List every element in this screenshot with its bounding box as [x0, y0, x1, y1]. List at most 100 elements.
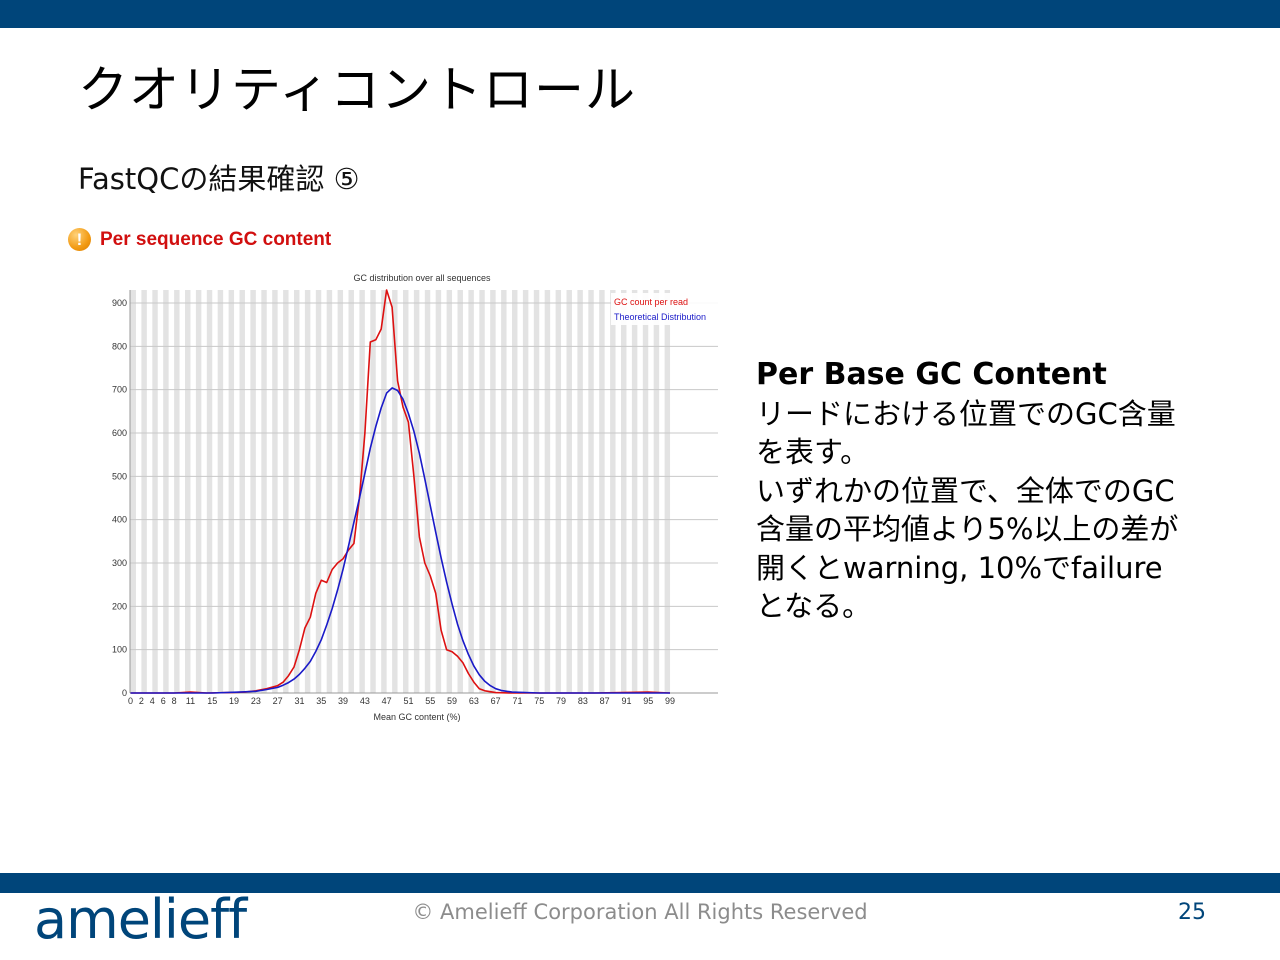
grid-band	[403, 290, 409, 693]
x-tick-label: 47	[382, 696, 392, 706]
description-line: となる。	[756, 589, 872, 623]
grid-band	[348, 290, 354, 693]
series-line-1	[130, 387, 670, 694]
description-line: リードにおける位置でのGC含量	[756, 396, 1176, 431]
x-tick-label: 55	[425, 696, 435, 706]
page-number: 25	[1178, 900, 1206, 925]
y-tick-label: 300	[112, 558, 127, 568]
x-tick-label: 11	[186, 696, 195, 706]
grid-band	[588, 290, 594, 693]
grid-band	[566, 290, 572, 693]
description-line: 開くとwarning, 10%でfailure	[756, 550, 1163, 585]
grid-band	[381, 290, 387, 693]
bottom-accent-bar	[0, 873, 1280, 893]
grid-band	[577, 290, 583, 693]
x-tick-label: 35	[316, 696, 326, 706]
x-tick-label: 91	[621, 696, 631, 706]
grid-band	[283, 290, 289, 693]
y-tick-label: 800	[112, 341, 127, 351]
legend-box	[611, 293, 719, 325]
grid-band	[413, 290, 420, 693]
y-tick-label: 0	[122, 688, 127, 698]
grid-band	[250, 290, 256, 693]
grid-band	[141, 290, 147, 693]
series-line-0	[130, 289, 671, 694]
grid-band	[544, 290, 551, 693]
y-tick-label: 200	[112, 601, 127, 611]
grid-band	[304, 290, 311, 693]
grid-band	[315, 290, 322, 693]
description-line: いずれかの位置で、全体でのGC	[756, 473, 1175, 508]
x-tick-label: 99	[665, 696, 675, 706]
x-tick-label: 79	[556, 696, 566, 706]
y-tick-label: 700	[112, 385, 127, 395]
grid-band	[152, 290, 158, 693]
x-tick-label: 27	[273, 696, 283, 706]
grid-band	[206, 290, 213, 693]
x-axis-label: Mean GC content (%)	[373, 712, 460, 722]
grid-band	[512, 290, 518, 693]
x-tick-label: 15	[207, 696, 217, 706]
grid-band	[446, 290, 453, 693]
x-tick-label: 2	[139, 696, 144, 706]
legend-entry: Theoretical Distribution	[614, 312, 706, 322]
description-heading: Per Base GC Content	[756, 357, 1107, 392]
x-tick-label: 23	[251, 696, 261, 706]
grid-band	[642, 290, 649, 693]
x-tick-label: 75	[534, 696, 544, 706]
x-tick-label: 87	[600, 696, 610, 706]
description-line: を表す。	[756, 435, 870, 469]
grid-band	[392, 290, 398, 693]
y-tick-label: 500	[112, 471, 127, 481]
company-logo: amelieff	[34, 888, 247, 951]
grid-band	[468, 290, 474, 693]
grid-band	[195, 290, 202, 693]
legend-entry: GC count per read	[614, 297, 688, 307]
x-tick-label: 51	[403, 696, 413, 706]
page-title: クオリティコントロール	[78, 61, 636, 119]
grid-band	[435, 290, 442, 693]
x-tick-label: 8	[172, 696, 177, 706]
x-tick-label: 67	[491, 696, 501, 706]
x-tick-label: 19	[229, 696, 239, 706]
y-tick-label: 100	[112, 645, 127, 655]
x-tick-label: 59	[447, 696, 457, 706]
plot-background	[130, 290, 718, 693]
grid-band	[337, 290, 344, 693]
grid-band	[631, 290, 638, 693]
grid-band	[457, 290, 463, 693]
grid-band	[599, 290, 605, 693]
y-tick-label: 600	[112, 428, 127, 438]
warning-icon: !	[68, 228, 91, 251]
module-title: Per sequence GC content	[100, 228, 332, 250]
grid-band	[239, 290, 245, 693]
grid-band	[185, 290, 191, 693]
grid-band	[610, 290, 616, 693]
grid-band	[664, 290, 671, 693]
grid-band	[653, 290, 660, 693]
module-header: ! Per sequence GC content	[68, 228, 331, 251]
grid-band	[174, 290, 180, 693]
chart-title: GC distribution over all sequences	[353, 273, 491, 283]
copyright-text: © Amelieff Corporation All Rights Reserv…	[0, 900, 1280, 924]
y-tick-label: 900	[112, 298, 127, 308]
grid-band	[370, 290, 376, 693]
grid-band	[294, 290, 300, 693]
grid-band	[163, 290, 169, 693]
grid-band	[326, 290, 333, 693]
grid-band	[501, 290, 507, 693]
description-line: 含量の平均値より5%以上の差が	[756, 512, 1179, 546]
copyright-label: © Amelieff Corporation All Rights Reserv…	[412, 900, 868, 924]
grid-band	[479, 290, 485, 693]
x-tick-label: 95	[643, 696, 653, 706]
grid-band	[490, 290, 496, 693]
top-accent-bar	[0, 0, 1280, 28]
grid-band	[272, 290, 278, 693]
gc-distribution-chart: GC distribution over all sequences 0 100 20…	[112, 273, 719, 722]
x-tick-label: 4	[150, 696, 155, 706]
grid-band	[217, 290, 224, 693]
x-tick-label: 43	[360, 696, 370, 706]
description-block: Per Base GC Content リードにおける位置でのGC含量 を表す。…	[756, 356, 1256, 626]
x-tick-label: 63	[469, 696, 479, 706]
page-subtitle: FastQCの結果確認 ⑤	[78, 162, 360, 196]
